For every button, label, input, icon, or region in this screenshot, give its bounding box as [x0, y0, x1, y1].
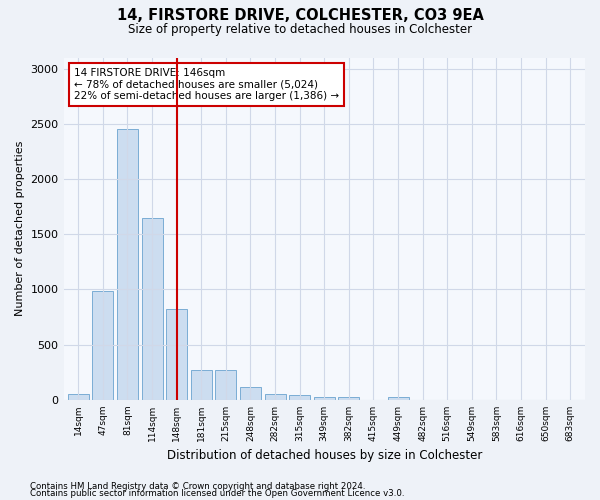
Text: 14, FIRSTORE DRIVE, COLCHESTER, CO3 9EA: 14, FIRSTORE DRIVE, COLCHESTER, CO3 9EA: [116, 8, 484, 22]
Bar: [92, 290, 113, 400]
Text: 14 FIRSTORE DRIVE: 146sqm
← 78% of detached houses are smaller (5,024)
22% of se: 14 FIRSTORE DRIVE: 146sqm ← 78% of detac…: [74, 68, 339, 101]
Bar: [117, 130, 138, 400]
Bar: [166, 310, 187, 400]
Bar: [265, 394, 286, 400]
Bar: [142, 218, 163, 400]
Text: Size of property relative to detached houses in Colchester: Size of property relative to detached ho…: [128, 22, 472, 36]
Bar: [314, 396, 335, 400]
Bar: [388, 396, 409, 400]
Bar: [240, 386, 261, 400]
Bar: [68, 394, 89, 400]
Text: Contains public sector information licensed under the Open Government Licence v3: Contains public sector information licen…: [30, 490, 404, 498]
Bar: [191, 370, 212, 400]
X-axis label: Distribution of detached houses by size in Colchester: Distribution of detached houses by size …: [167, 450, 482, 462]
Text: Contains HM Land Registry data © Crown copyright and database right 2024.: Contains HM Land Registry data © Crown c…: [30, 482, 365, 491]
Y-axis label: Number of detached properties: Number of detached properties: [15, 141, 25, 316]
Bar: [215, 370, 236, 400]
Bar: [338, 397, 359, 400]
Bar: [289, 395, 310, 400]
